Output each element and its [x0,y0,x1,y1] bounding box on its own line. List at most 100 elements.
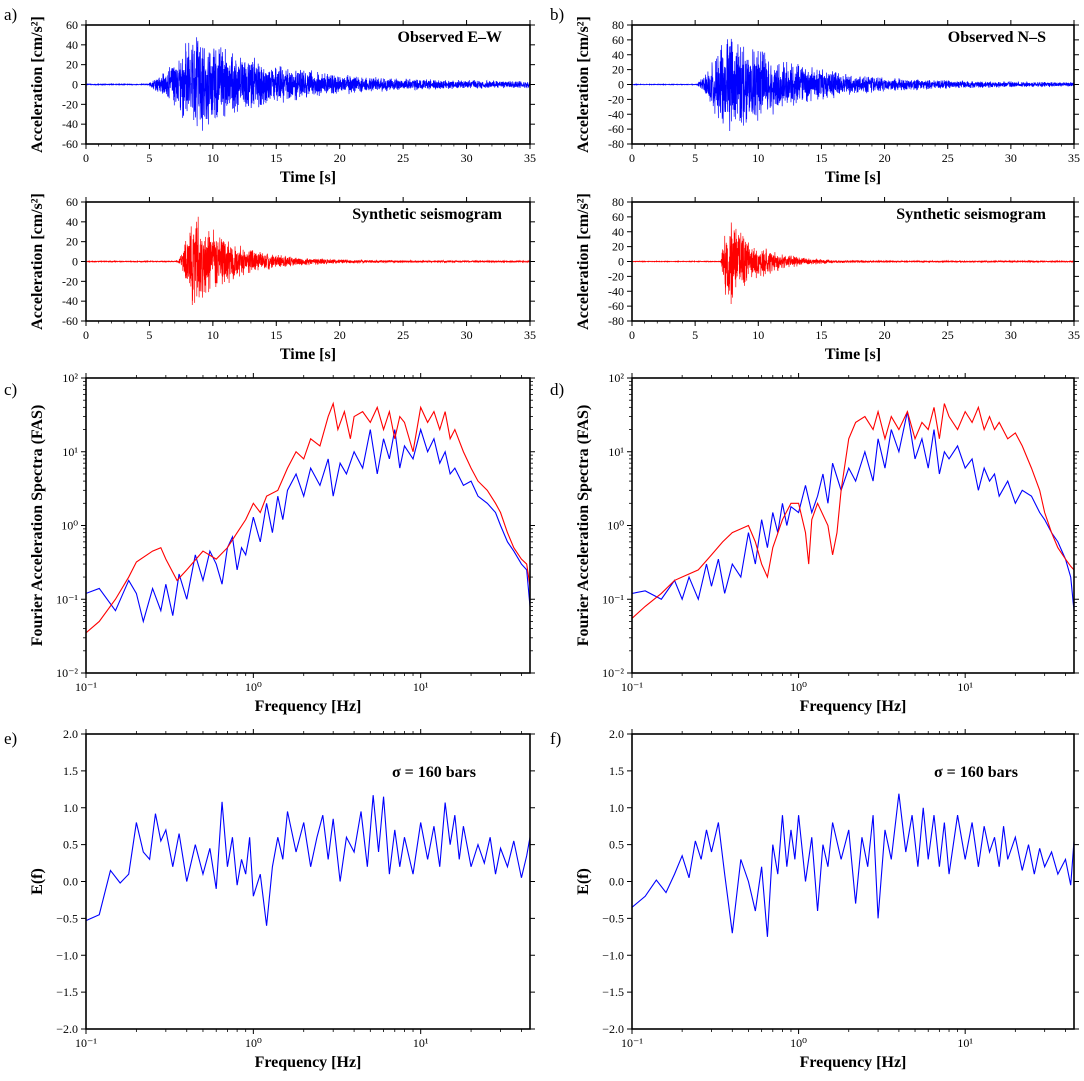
plot-annotation-a-top: Observed E–W [398,29,502,46]
x-tick-label: 30 [1005,151,1017,165]
y-axis-label: E(f) [29,868,46,895]
y-tick-label: -40 [608,107,624,121]
x-tick-label: 25 [397,328,409,342]
y-tick-label: 10² [608,371,624,385]
plot-annotation-b-top: Observed N–S [948,29,1046,46]
x-tick-label: 15 [815,151,827,165]
y-tick-label: 60 [66,195,78,209]
x-tick-label: 30 [461,328,473,342]
x-tick-label: 20 [334,151,346,165]
y-tick-label: 10⁰ [61,519,78,533]
y-axis-label: Acceleration [cm/s²] [29,193,46,330]
x-axis-label: Frequency [Hz] [255,1054,362,1071]
y-tick-label: −1.0 [602,948,624,962]
y-tick-label: 20 [66,235,78,249]
y-tick-label: −2.0 [602,1022,624,1036]
x-tick-label: 10 [207,151,219,165]
y-tick-label: 10⁻¹ [56,592,78,606]
y-tick-label: -40 [62,117,78,131]
x-tick-label: 10 [752,328,764,342]
y-tick-label: −0.5 [56,911,78,925]
y-tick-label: 10⁻² [602,666,624,680]
series-line-e-0 [86,795,530,926]
x-tick-label: 10⁻¹ [75,680,97,694]
y-tick-label: 60 [612,33,624,47]
plot-frame-d [631,377,1075,674]
y-tick-label: 10¹ [608,445,624,459]
x-tick-label: 35 [1068,328,1080,342]
x-axis-label: Time [s] [280,169,336,186]
chart-a-top: 0 5 10 15 20 25 30 35 -60 -40 -20 0 20 40 60 Time [s] Ac… [29,16,536,186]
y-tick-label: 10⁻² [56,666,78,680]
y-tick-label: 10¹ [62,445,78,459]
x-tick-label: 10⁰ [790,1036,807,1050]
y-tick-label: -60 [608,122,624,136]
chart-b-bottom: 0 5 10 15 20 25 30 35-80-60-40-20020406080Time … [575,193,1080,363]
x-tick-label: 5 [146,328,152,342]
y-tick-label: 1.5 [609,764,624,778]
panel-letter-e: e) [4,729,17,748]
x-tick-label: 5 [692,328,698,342]
y-tick-label: −1.5 [602,985,624,999]
y-tick-label: −2.0 [56,1022,78,1036]
chart-f: 10⁻¹ 10⁰ 10¹ −2.0 −1.5 −1.0 −0.5 0.0 0.5 1.0 1.5 2.… [575,727,1079,1071]
y-tick-label: 20 [612,63,624,77]
x-tick-label: 5 [692,151,698,165]
y-tick-label: -20 [608,269,624,283]
series-line-c-0 [86,427,530,624]
x-tick-label: 25 [942,151,954,165]
x-axis-label: Frequency [Hz] [800,698,907,715]
x-tick-label: 10⁻¹ [621,1036,643,1050]
panel-letter-a-top: a) [4,5,17,24]
x-axis-label: Frequency [Hz] [800,1054,907,1071]
y-tick-label: -40 [608,284,624,298]
x-axis-label: Frequency [Hz] [255,698,362,715]
x-tick-label: 20 [879,151,891,165]
y-tick-label: 10⁰ [607,519,624,533]
series-line-c-1 [86,401,530,634]
chart-a-bottom: 0 5 10 15 20 25 30 35 -60 -40 -20 0 20 40 60 Time [s] Ac… [29,193,536,363]
y-tick-label: 0.0 [63,875,78,889]
series-line-d-0 [632,411,1074,611]
series-line-b-bottom-0 [632,222,1074,305]
y-tick-label: −1.0 [56,948,78,962]
y-tick-label: 20 [612,240,624,254]
chart-b-top: 0 5 10 15 20 25 30 35-80-60-40-20020406080Time … [575,16,1080,186]
x-tick-label: 20 [879,328,891,342]
x-tick-label: 10¹ [957,680,973,694]
plot-frame-c [85,377,531,674]
x-tick-label: 25 [397,151,409,165]
x-tick-label: 0 [629,151,635,165]
y-axis-label: E(f) [575,868,592,895]
y-tick-label: −0.5 [602,911,624,925]
y-tick-label: 60 [612,210,624,224]
x-tick-label: 35 [524,328,536,342]
x-tick-label: 15 [270,328,282,342]
x-tick-label: 5 [146,151,152,165]
series-line-a-bottom-0 [86,216,530,306]
x-axis-label: Time [s] [825,169,881,186]
plot-annotation-b-bottom: Synthetic seismogram [896,206,1046,223]
x-tick-label: 0 [83,328,89,342]
x-tick-label: 10⁻¹ [75,1036,97,1050]
y-tick-label: -60 [62,314,78,328]
x-tick-label: 10¹ [413,1036,429,1050]
y-tick-label: 2.0 [63,727,78,741]
x-tick-label: 10⁻¹ [621,680,643,694]
x-tick-label: 10⁰ [245,680,262,694]
y-tick-label: -80 [608,137,624,151]
y-tick-label: 0 [618,255,624,269]
x-tick-label: 30 [461,151,473,165]
y-tick-label: 1.5 [63,764,78,778]
y-tick-label: 0.5 [609,838,624,852]
x-axis-label: Time [s] [825,346,881,363]
x-tick-label: 30 [1005,328,1017,342]
series-line-a-top-0 [86,37,530,131]
y-tick-label: -80 [608,314,624,328]
y-tick-label: 0.5 [63,838,78,852]
y-axis-label: Fourier Acceleration Spectra (FAS) [29,405,46,647]
series-line-d-1 [632,403,1074,619]
y-tick-label: -40 [62,294,78,308]
